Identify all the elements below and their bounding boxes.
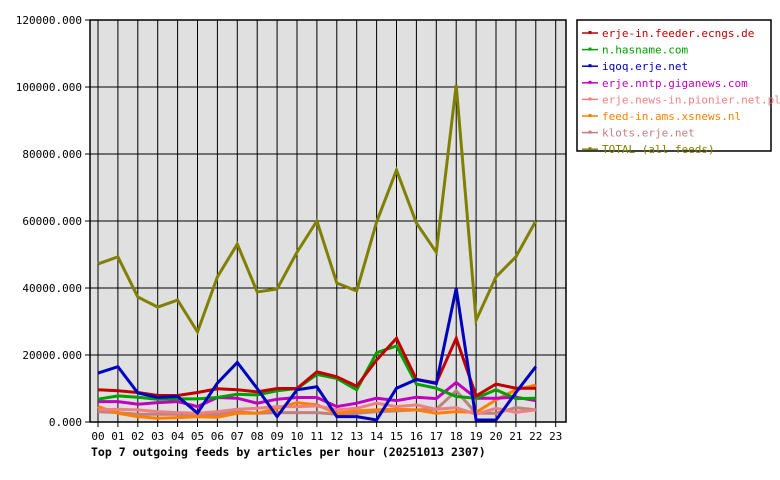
series-line-erje-nntp-giganews-com <box>98 380 537 409</box>
legend-marker-icon <box>588 130 592 134</box>
y-tick-label: 120000.000 <box>16 14 82 27</box>
legend-marker-icon <box>588 47 592 51</box>
legend-label: klots.erje.net <box>602 127 695 140</box>
data-series <box>97 84 538 422</box>
legend-marker-icon <box>588 31 592 34</box>
x-tick-label: 03 <box>151 430 164 443</box>
y-tick-label: 20000.000 <box>22 349 82 362</box>
x-tick-label: 01 <box>111 430 124 443</box>
y-axis: 0.000 20000.000 40000.000 60000.000 80000.00… <box>16 14 90 429</box>
x-tick-label: 15 <box>390 430 403 443</box>
x-tick-label: 02 <box>131 430 144 443</box>
legend-marker-icon <box>588 97 592 101</box>
x-tick-label: 04 <box>171 430 185 443</box>
legend-label: erje-in.feeder.ecngs.de <box>602 27 754 40</box>
x-tick-label: 11 <box>310 430 323 443</box>
legend-marker-icon <box>588 80 592 84</box>
legend-label: TOTAL (all feeds) <box>602 143 715 156</box>
x-tick-label: 23 <box>549 430 562 443</box>
legend-item: erje.nntp.giganews.com <box>582 77 748 90</box>
x-tick-label: 13 <box>350 430 363 443</box>
legend-item: feed-in.ams.xsnews.nl <box>582 110 741 123</box>
series-line-total-all-feeds- <box>97 84 538 336</box>
x-tick-label: 17 <box>430 430 443 443</box>
x-tick-label: 10 <box>290 430 303 443</box>
y-tick-label: 100000.000 <box>16 81 82 94</box>
y-tick-label: 0.000 <box>49 416 82 429</box>
y-tick-label: 80000.000 <box>22 148 82 161</box>
legend-box <box>576 19 772 152</box>
y-tick-label: 40000.000 <box>22 282 82 295</box>
x-tick-label: 21 <box>509 430 522 443</box>
legend-label: feed-in.ams.xsnews.nl <box>602 110 741 123</box>
y-tick-label: 60000.000 <box>22 215 82 228</box>
x-tick-label: 09 <box>270 430 283 443</box>
legend-marker-icon <box>588 64 592 68</box>
x-tick-label: 20 <box>489 430 502 443</box>
legend-label: erje.news-in.pionier.net.pl <box>602 93 780 106</box>
x-tick-label: 08 <box>251 430 264 443</box>
legend-item: erje-in.feeder.ecngs.de <box>582 27 754 40</box>
legend-marker-icon <box>588 114 592 117</box>
legend-marker-icon <box>588 147 592 151</box>
legend-label: iqoq.erje.net <box>602 60 688 73</box>
gridlines <box>90 20 566 422</box>
x-axis: 00 01 02 03 04 05 06 07 08 09 10 11 12 13 14 15 16 17 18 19… <box>91 422 562 443</box>
x-tick-label: 06 <box>211 430 224 443</box>
x-tick-label: 07 <box>231 430 244 443</box>
legend-item: klots.erje.net <box>582 127 695 140</box>
series-line-erje-news-in-pionier-net-pl <box>97 401 536 416</box>
chart-title: Top 7 outgoing feeds by articles per hou… <box>91 445 486 459</box>
legend-item: iqoq.erje.net <box>582 60 688 73</box>
legend-label: n.hasname.com <box>602 44 688 57</box>
legend-item: erje.news-in.pionier.net.pl <box>582 93 780 106</box>
series-line-iqoq-erje-net <box>97 287 537 422</box>
x-tick-label: 19 <box>469 430 482 443</box>
series-line-n-hasname-com <box>97 344 536 401</box>
x-tick-label: 00 <box>91 430 104 443</box>
legend-item: TOTAL (all feeds) <box>582 143 715 156</box>
x-tick-label: 14 <box>370 430 384 443</box>
legend: erje-in.feeder.ecngs.de n.hasname.com iqoq… <box>576 19 780 156</box>
x-tick-label: 05 <box>191 430 204 443</box>
x-tick-label: 22 <box>529 430 542 443</box>
legend-label: erje.nntp.giganews.com <box>602 77 748 90</box>
x-tick-label: 12 <box>330 430 343 443</box>
x-tick-label: 18 <box>450 430 463 443</box>
legend-item: n.hasname.com <box>582 44 688 57</box>
x-tick-label: 16 <box>410 430 423 443</box>
